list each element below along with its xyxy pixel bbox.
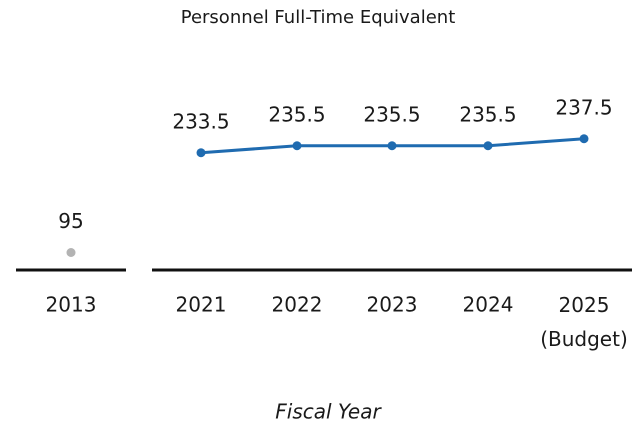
chart-title: Personnel Full-Time Equivalent	[181, 7, 456, 28]
x-tick-label: 2021	[176, 293, 227, 317]
data-label: 235.5	[268, 102, 325, 126]
x-tick-label: 2024	[463, 293, 514, 317]
point	[579, 134, 589, 144]
x-tick-label: 2025 (Budget)	[540, 293, 628, 351]
x-tick-label: 2022	[272, 293, 323, 317]
data-label: 235.5	[363, 102, 420, 126]
x-axis-label: Fiscal Year	[275, 400, 382, 424]
point	[292, 141, 302, 151]
data-label: 237.5	[555, 95, 612, 119]
data-label: 233.5	[172, 109, 229, 133]
data-label: 235.5	[459, 102, 516, 126]
data-label: 95	[58, 209, 83, 233]
point	[483, 141, 493, 151]
x-tick-label: 2013	[46, 293, 97, 317]
point	[387, 141, 397, 151]
point	[196, 148, 206, 158]
point	[66, 248, 76, 257]
x-tick-label: 2023	[367, 293, 418, 317]
